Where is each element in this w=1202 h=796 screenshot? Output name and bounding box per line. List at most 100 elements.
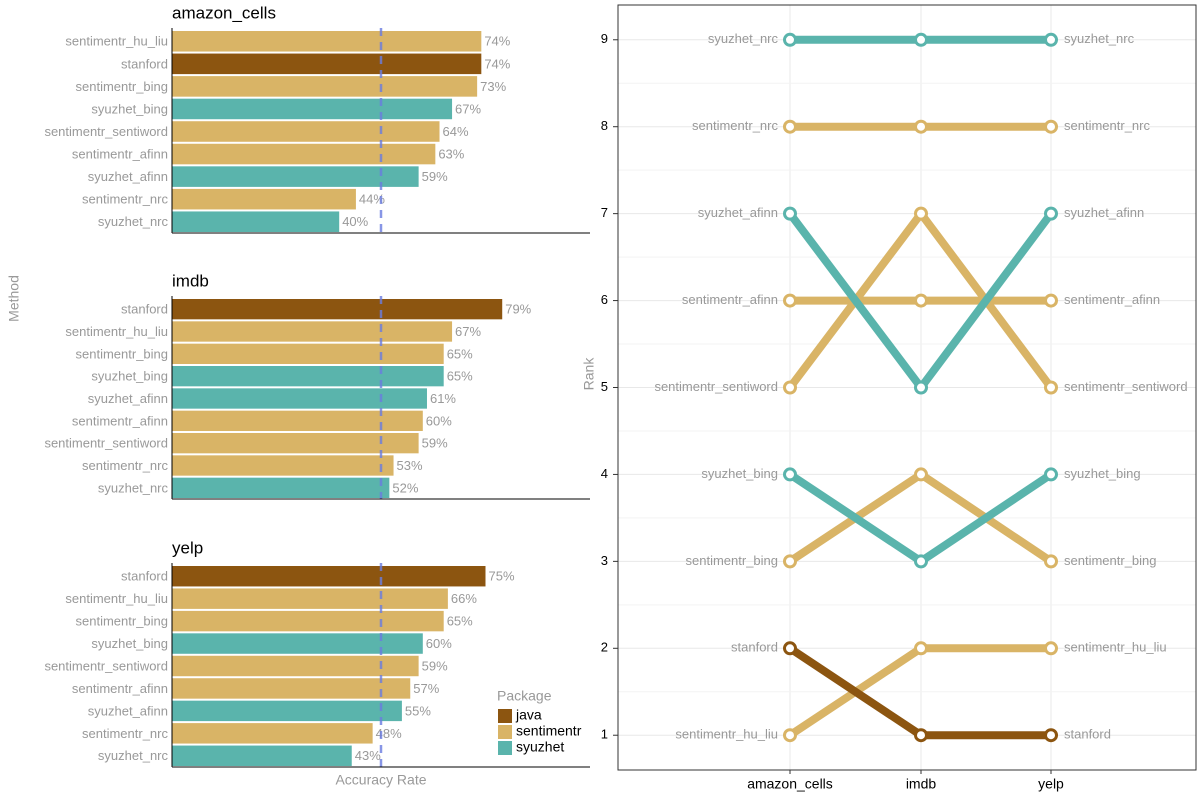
legend-title: Package — [497, 688, 552, 704]
plot-border — [617, 4, 1197, 771]
y-tick-label: sentimentr_nrc — [82, 458, 168, 473]
x-tick-label: amazon_cells — [747, 776, 833, 792]
bar — [172, 588, 448, 609]
y-tick-label: syuzhet_afinn — [88, 703, 168, 718]
y-tick-label: sentimentr_afinn — [72, 413, 168, 428]
series-label-right: syuzhet_bing — [1064, 466, 1141, 481]
value-label: 52% — [392, 480, 418, 495]
value-label: 59% — [422, 436, 448, 451]
value-label: 57% — [413, 681, 439, 696]
y-tick-label: stanford — [121, 56, 168, 71]
rank-point — [914, 32, 928, 47]
y-tick-label: sentimentr_nrc — [82, 726, 168, 741]
x-tick-label: yelp — [1038, 776, 1064, 792]
series-label-left: stanford — [731, 640, 778, 655]
rank-point — [914, 467, 928, 482]
rank-point — [914, 554, 928, 569]
y-tick-label: 4 — [601, 466, 608, 481]
rank-point — [1044, 728, 1058, 743]
y-tick-label: syuzhet_afinn — [88, 169, 168, 184]
bar — [172, 723, 373, 744]
y-tick-label: sentimentr_sentiword — [44, 658, 168, 673]
bar — [172, 455, 394, 476]
y-tick-label: sentimentr_hu_liu — [65, 591, 168, 606]
value-label: 55% — [405, 703, 431, 718]
rank-point — [783, 728, 797, 743]
value-label: 65% — [447, 614, 473, 629]
bar — [172, 655, 419, 677]
series-label-left: sentimentr_sentiword — [654, 379, 778, 394]
bar — [172, 566, 486, 587]
bar — [172, 31, 482, 52]
series-label-right: sentimentr_afinn — [1064, 292, 1160, 307]
series-label-right: syuzhet_afinn — [1064, 205, 1144, 220]
rank-point — [1044, 32, 1058, 47]
value-label: 48% — [376, 726, 402, 741]
rank-point — [1044, 119, 1058, 134]
bar — [172, 76, 478, 97]
rank-point — [1044, 380, 1058, 395]
bar — [172, 388, 427, 409]
panel-title: yelp — [172, 538, 203, 557]
legend-label: sentimentr — [516, 723, 582, 739]
bar — [172, 745, 352, 766]
value-label: 53% — [397, 458, 423, 473]
value-label: 43% — [355, 748, 381, 763]
y-tick-label: syuzhet_bing — [91, 101, 168, 116]
value-label: 67% — [455, 101, 481, 116]
bar — [172, 433, 419, 454]
rank-point — [914, 641, 928, 656]
y-tick-label: syuzhet_nrc — [98, 214, 169, 229]
value-label: 40% — [342, 214, 368, 229]
y-tick-label: 8 — [601, 118, 608, 133]
y-tick-label: sentimentr_hu_liu — [65, 34, 168, 49]
series-label-right: sentimentr_bing — [1064, 553, 1157, 568]
y-tick-label: 9 — [601, 31, 608, 46]
value-label: 44% — [359, 192, 385, 207]
y-tick-label: 3 — [601, 553, 608, 568]
y-tick-label: syuzhet_afinn — [88, 391, 168, 406]
x-axis-label: Accuracy Rate — [335, 772, 426, 788]
y-tick-label: 2 — [601, 640, 608, 655]
bar — [172, 211, 340, 232]
value-label: 61% — [430, 391, 456, 406]
bar — [172, 143, 436, 165]
value-label: 59% — [422, 169, 448, 184]
series-label-left: syuzhet_nrc — [708, 31, 779, 46]
bar — [172, 343, 444, 364]
legend-label: syuzhet — [516, 739, 564, 755]
rank-point — [914, 206, 928, 221]
bar — [172, 477, 390, 498]
series-label-left: syuzhet_afinn — [698, 205, 778, 220]
series-label-left: syuzhet_bing — [701, 466, 778, 481]
value-label: 74% — [484, 56, 510, 71]
y-tick-label: stanford — [121, 569, 168, 584]
y-tick-label: sentimentr_sentiword — [44, 124, 168, 139]
rank-point — [1044, 206, 1058, 221]
y-tick-label: 7 — [601, 205, 608, 220]
series-label-left: sentimentr_bing — [686, 553, 779, 568]
y-tick-label: sentimentr_bing — [76, 79, 169, 94]
y-tick-label: stanford — [121, 302, 168, 317]
y-tick-label: sentimentr_sentiword — [44, 436, 168, 451]
rank-point — [783, 32, 797, 47]
rank-point — [914, 380, 928, 395]
rank-point — [783, 293, 797, 308]
rank-point — [783, 641, 797, 656]
rank-point — [783, 380, 797, 395]
bar — [172, 121, 440, 142]
bar — [172, 366, 444, 387]
rank-point — [1044, 554, 1058, 569]
bar — [172, 700, 402, 722]
legend-swatch — [498, 741, 512, 755]
bar — [172, 53, 482, 75]
value-label: 60% — [426, 413, 452, 428]
y-axis-label: Rank — [581, 357, 597, 391]
value-label: 66% — [451, 591, 477, 606]
rank-point — [783, 206, 797, 221]
series-label-right: sentimentr_hu_liu — [1064, 640, 1167, 655]
series-label-left: sentimentr_afinn — [682, 292, 778, 307]
y-tick-label: sentimentr_bing — [76, 614, 169, 629]
rank-point — [1044, 467, 1058, 482]
value-label: 75% — [489, 569, 515, 584]
